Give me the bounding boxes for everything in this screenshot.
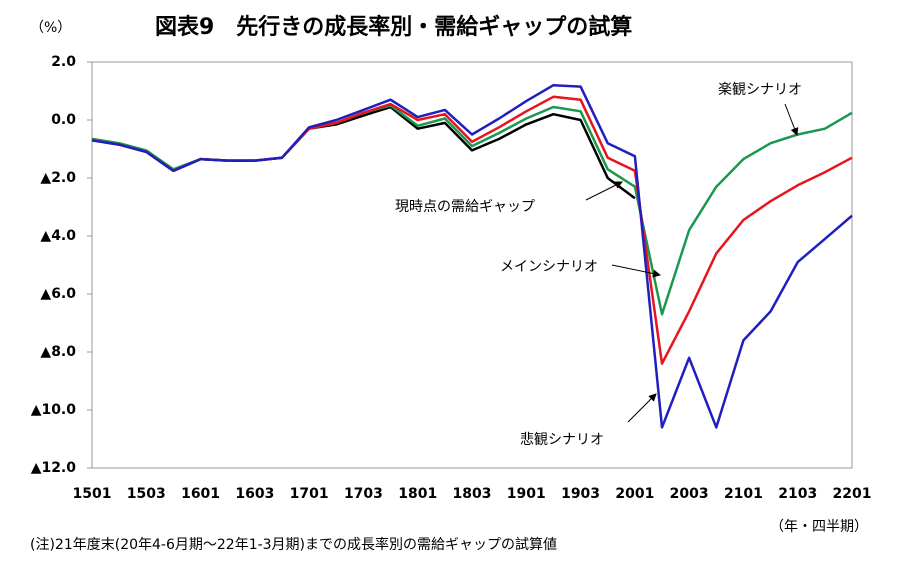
annotation-arrow [611,264,661,278]
x-tick-label: 1703 [344,486,383,502]
x-tick-label: 1903 [561,486,600,502]
annotation-arrow [627,393,657,423]
series-label: 悲観シナリオ [520,431,604,448]
x-tick-label: 1503 [127,486,166,502]
series-line [91,95,853,365]
y-tick-label: ▲6.0 [40,286,76,302]
y-tick-label: ▲8.0 [40,344,76,360]
note: (注)21年度末(20年4-6月期～22年1-3月期)までの成長率別の需給ギャッ… [30,536,557,553]
y-unit: （%） [30,20,71,36]
x-tick-label: 1603 [235,486,274,502]
annotation-arrow [784,103,799,136]
y-tick-label: ▲10.0 [31,402,77,418]
y-tick-label: ▲2.0 [40,170,76,186]
x-tick-label: 1601 [181,486,220,502]
x-tick-label: 1901 [507,486,546,502]
chart-title: 図表9 先行きの成長率別・需給ギャップの試算 [155,14,632,40]
x-tick-label: 1801 [398,486,437,502]
series-line [91,83,853,429]
x-unit: （年・四半期） [770,519,868,535]
x-tick-label: 2103 [778,486,817,502]
x-tick-label: 1803 [453,486,492,502]
y-tick-label: ▲4.0 [40,228,76,244]
series-line [91,105,636,200]
series-label: 楽観シナリオ [718,81,802,98]
x-tick-label: 1501 [73,486,112,502]
plot-frame [91,61,853,469]
series-label: メインシナリオ [500,259,598,275]
x-tick-label: 2201 [833,486,872,502]
x-tick-label: 2001 [615,486,654,502]
y-tick-label: 2.0 [51,54,76,70]
x-tick-label: 1701 [290,486,329,502]
series-label: 現時点の需給ギャップ [395,199,535,215]
y-tick-label: ▲12.0 [31,460,77,476]
x-tick-label: 2003 [670,486,709,502]
annotation-arrow [585,181,623,201]
y-tick-label: 0.0 [51,112,76,128]
x-tick-label: 2101 [724,486,763,502]
